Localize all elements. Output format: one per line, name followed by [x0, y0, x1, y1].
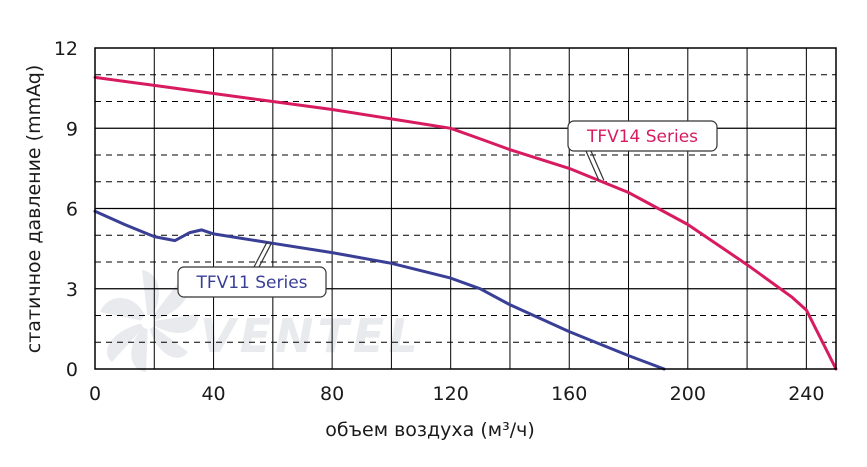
x-tick-label: 40	[201, 383, 225, 405]
watermark: VENTEL	[100, 270, 422, 372]
callout-leader	[253, 242, 268, 268]
y-tick-label: 3	[66, 279, 78, 301]
x-tick-label: 160	[551, 383, 587, 405]
callout-label: TFV14 Series	[586, 127, 698, 147]
series-line-1	[93, 209, 666, 371]
grid	[95, 48, 836, 369]
x-tick-label: 240	[788, 383, 824, 405]
series-line-0	[93, 75, 838, 371]
x-axis-label: объем воздуха (м³/ч)	[325, 419, 534, 441]
y-tick-label: 6	[66, 199, 78, 221]
y-tick-label: 12	[54, 38, 78, 60]
callout-label: TFV11 Series	[195, 273, 307, 293]
watermark-text: VENTEL	[200, 309, 422, 363]
x-ticks: 0 40 80 120 160 200 240	[89, 383, 825, 405]
x-tick-label: 0	[89, 383, 101, 405]
callout-box	[567, 120, 718, 152]
y-tick-label: 0	[66, 359, 78, 381]
y-ticks: 0 3 6 9 12	[54, 38, 78, 381]
x-tick-label: 80	[320, 383, 344, 405]
y-axis-label: статичное давление (mmAq)	[23, 65, 45, 353]
callout-box	[177, 266, 327, 298]
callout-leader	[585, 150, 600, 181]
plot-frame	[94, 47, 837, 370]
x-tick-label: 120	[433, 383, 469, 405]
callout-leader	[258, 242, 273, 268]
callout-0: TFV14 Series	[567, 120, 718, 181]
callout-1: TFV11 Series	[177, 242, 327, 298]
series-layer	[93, 75, 838, 371]
y-tick-label: 9	[66, 118, 78, 140]
callout-leader	[590, 150, 605, 181]
x-tick-label: 200	[670, 383, 706, 405]
callouts: TFV14 Series TFV11 Series	[177, 120, 718, 298]
